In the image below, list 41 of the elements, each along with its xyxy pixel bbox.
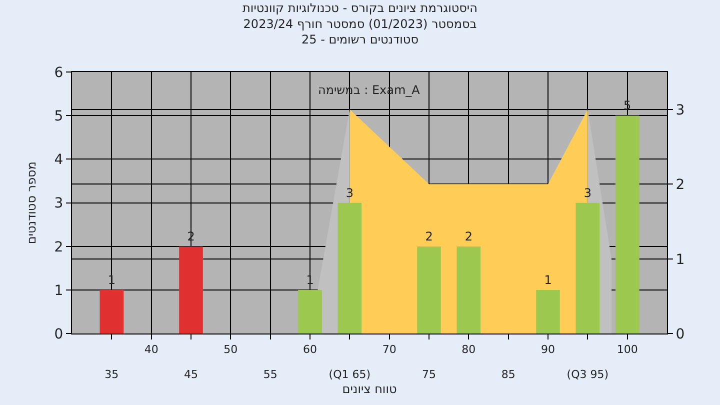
x2-tick-label: 85 [501, 368, 516, 381]
y2-tick-label: 3 [676, 102, 685, 118]
bar [298, 290, 322, 334]
data-label: 2 [425, 229, 433, 244]
y-tick-label: 6 [54, 64, 64, 81]
data-label: 1 [544, 273, 552, 288]
data-label: 3 [346, 186, 354, 200]
bar [100, 290, 124, 334]
y-tick-label: 0 [54, 326, 64, 343]
bar [576, 202, 600, 334]
y-tick-label: 2 [54, 239, 64, 256]
bar [615, 116, 640, 334]
x2-tick-label: 35 [104, 368, 119, 381]
y-tick-label: 5 [54, 108, 64, 125]
bar [417, 246, 441, 334]
x2-tick-label: 75 [422, 368, 436, 381]
bar [179, 246, 203, 334]
x-tick-label: 40 [144, 342, 158, 356]
x2-tick-label: (Q1 65) [328, 368, 371, 381]
x-tick-label: 100 [616, 342, 638, 356]
x-tick-label: 80 [462, 342, 476, 356]
bar [536, 290, 560, 334]
x-tick-label: 60 [303, 342, 317, 356]
y2-tick-label: 1 [676, 252, 685, 268]
data-label: 2 [464, 229, 472, 244]
x-axis-title: טווח ציונים [342, 382, 397, 396]
data-label: 3 [584, 186, 592, 200]
x-tick-label: 50 [224, 342, 238, 356]
y-tick-label: 4 [54, 152, 64, 168]
y-tick-label: 3 [54, 196, 64, 212]
bar [456, 246, 481, 334]
y2-tick-label: 0 [676, 326, 685, 343]
x2-tick-label: 55 [263, 368, 278, 381]
x-tick-label: 90 [541, 342, 555, 356]
x2-tick-label: (Q3 95) [566, 368, 609, 381]
chart-title: היסטוגרמת ציונים בקורס - טכנולוגיות קוונטיות בסמסטר (01/2023) סמסטר חורף 2023/24 סטודנטים רשומים - 25 [242, 1, 478, 46]
y-axis-title: מספר סטודנטים [24, 162, 39, 244]
y-tick-label: 1 [54, 282, 64, 299]
x-tick-label: 70 [382, 342, 396, 356]
x2-tick-label: 45 [184, 368, 198, 381]
y2-tick-label: 2 [676, 177, 685, 194]
